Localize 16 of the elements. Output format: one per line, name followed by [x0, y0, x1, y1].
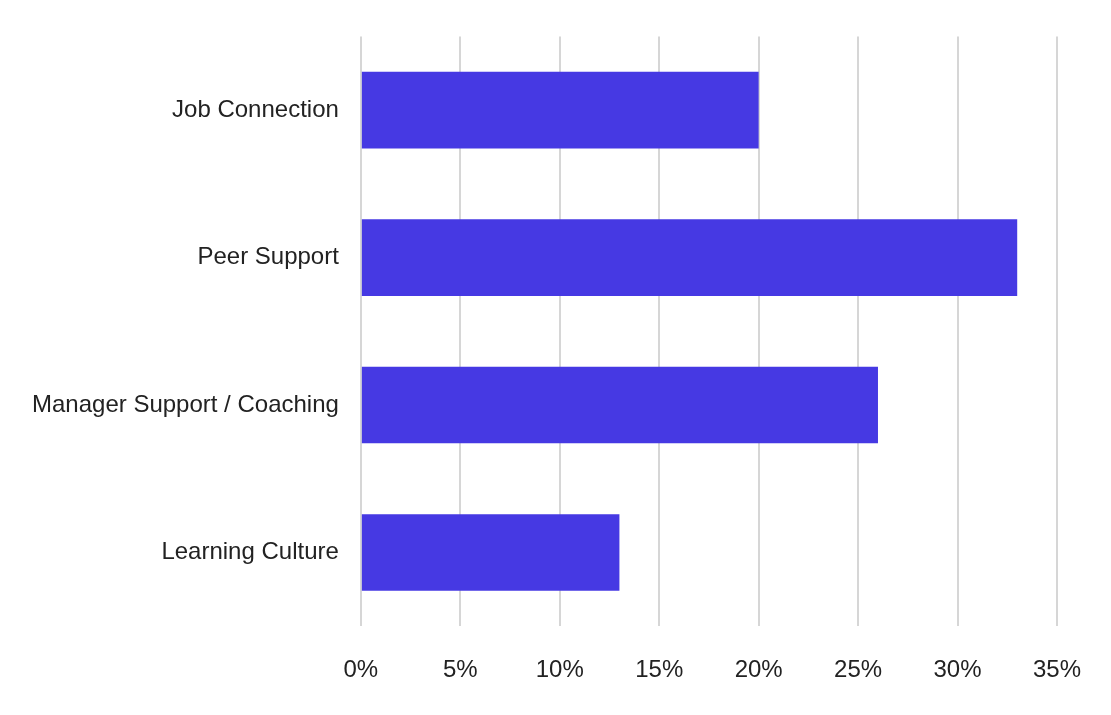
y-tick-label: Learning Culture	[161, 537, 339, 565]
x-tick-label: 20%	[734, 655, 783, 683]
bar	[361, 71, 759, 149]
x-tick-label: 0%	[343, 655, 379, 683]
x-tick-label: 25%	[834, 655, 883, 683]
x-tick-label: 35%	[1032, 655, 1082, 683]
bar	[361, 366, 878, 444]
x-tick-label: 30%	[933, 655, 982, 683]
bar	[361, 514, 620, 591]
x-tick-label: 5%	[442, 655, 478, 683]
x-tick-label: 10%	[535, 655, 584, 683]
y-tick-label: Manager Support / Coaching	[32, 389, 339, 417]
bar	[361, 219, 1018, 296]
y-tick-label: Peer Support	[197, 242, 340, 270]
y-tick-label: Job Connection	[172, 94, 339, 122]
x-tick-label: 15%	[635, 655, 684, 683]
